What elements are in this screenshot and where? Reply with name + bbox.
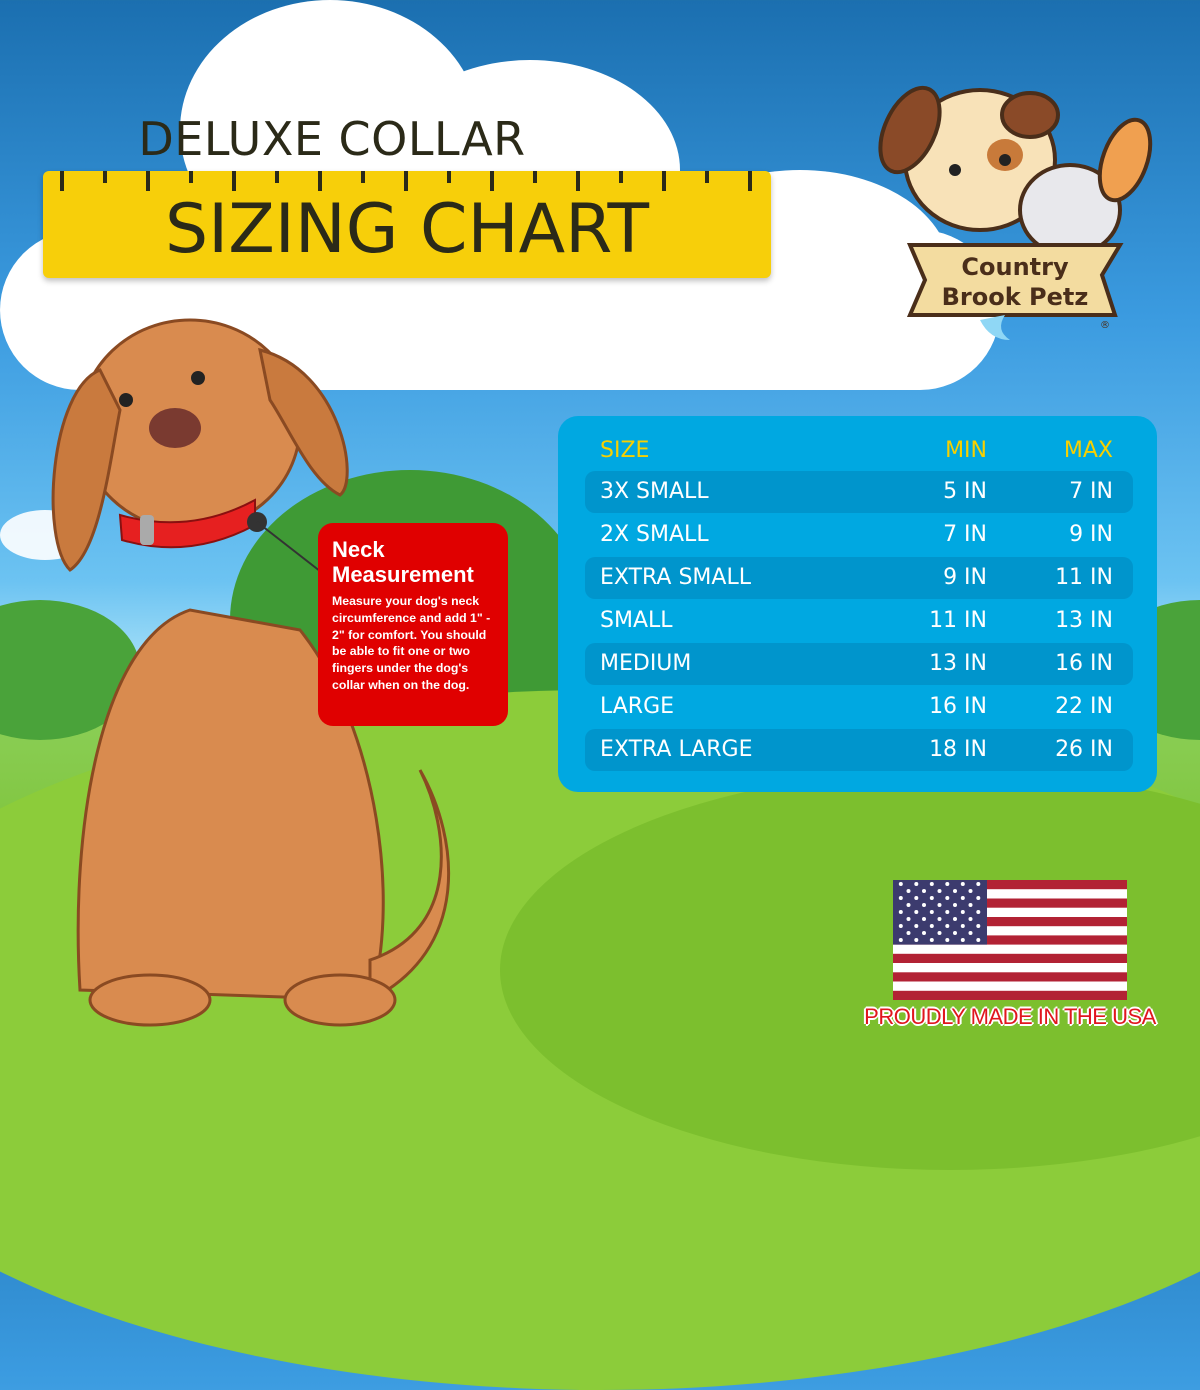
flag-star <box>922 917 926 921</box>
header-min: MIN <box>945 438 987 463</box>
flag-star <box>898 910 903 914</box>
flag-star <box>922 903 926 907</box>
flag-star <box>906 903 911 907</box>
flag-star <box>960 896 965 900</box>
flag-star <box>937 931 942 935</box>
flag-star <box>914 896 919 900</box>
flag-star <box>976 938 981 942</box>
ruler-banner <box>43 171 771 278</box>
flag-star <box>898 882 903 886</box>
flag-star <box>937 917 942 921</box>
max-cell: 9 IN <box>1069 522 1113 547</box>
flag-star <box>906 931 911 935</box>
min-cell: 16 IN <box>929 694 987 719</box>
header-subtitle: DELUXE COLLAR <box>138 112 526 166</box>
header-max: MAX <box>1063 438 1113 463</box>
flag-star <box>914 910 919 914</box>
max-cell: 11 IN <box>1055 565 1113 590</box>
flag-star <box>914 882 919 886</box>
flag-star <box>945 938 950 942</box>
country-brook-petz-logo: Country Brook Petz ® <box>878 85 1153 340</box>
flag-star <box>898 924 903 928</box>
max-cell: 7 IN <box>1069 479 1113 504</box>
flag-star <box>906 917 911 921</box>
flag-star <box>945 896 950 900</box>
size-cell: EXTRA SMALL <box>600 565 751 590</box>
flag-star <box>898 938 903 942</box>
flag-star <box>976 910 981 914</box>
table-row: EXTRA SMALL 9 IN 11 IN <box>585 557 1133 599</box>
max-cell: 16 IN <box>1055 651 1113 676</box>
table-row: EXTRA LARGE 18 IN 26 IN <box>585 729 1133 771</box>
table-row: SMALL 11 IN 13 IN <box>585 600 1133 642</box>
max-cell: 26 IN <box>1055 737 1113 762</box>
flag-star <box>953 903 957 907</box>
flag-star <box>929 924 934 928</box>
made-in-usa-label: PROUDLY MADE IN THE USA <box>864 1004 1156 1029</box>
flag-star <box>968 889 973 893</box>
flag-star <box>968 931 973 935</box>
table-row: 3X SMALL 5 IN 7 IN <box>585 471 1133 513</box>
flag-star <box>929 882 934 886</box>
flag-star <box>953 931 957 935</box>
table-row: MEDIUM 13 IN 16 IN <box>585 643 1133 685</box>
neck-measurement-callout: Neck Measurement Measure your dog's neck… <box>318 523 508 726</box>
neck-title-line2: Measurement <box>332 562 474 587</box>
flag-star <box>914 924 919 928</box>
neck-title-line1: Neck <box>332 537 385 562</box>
flag-star <box>976 924 981 928</box>
svg-text:®: ® <box>1100 320 1110 331</box>
svg-text:Brook Petz: Brook Petz <box>942 283 1089 311</box>
flag-star <box>914 938 919 942</box>
size-cell: SMALL <box>600 608 673 633</box>
flag-star <box>906 889 911 893</box>
flag-star <box>937 903 942 907</box>
neck-instructions: Measure your dog's neck circumference an… <box>332 594 491 692</box>
min-cell: 5 IN <box>943 479 987 504</box>
flag-star <box>945 924 950 928</box>
page-title: SIZING CHART <box>164 190 649 269</box>
header-size: SIZE <box>600 438 650 463</box>
flag-star <box>922 931 926 935</box>
flag-star <box>960 882 965 886</box>
flag-star <box>976 882 981 886</box>
max-cell: 22 IN <box>1055 694 1113 719</box>
size-cell: 2X SMALL <box>600 522 709 547</box>
flag-star <box>945 910 950 914</box>
size-table: SIZE MIN MAX 3X SMALL 5 IN 7 IN 2X SMALL… <box>558 416 1157 792</box>
svg-text:Country: Country <box>961 253 1069 281</box>
min-cell: 9 IN <box>943 565 987 590</box>
flag-star <box>929 910 934 914</box>
flag-star <box>960 938 965 942</box>
flag-star <box>898 896 903 900</box>
flag-star <box>960 910 965 914</box>
flag-star <box>922 889 926 893</box>
size-cell: 3X SMALL <box>600 479 709 504</box>
max-cell: 13 IN <box>1055 608 1113 633</box>
min-cell: 18 IN <box>929 737 987 762</box>
flag-star <box>937 889 942 893</box>
flag-star <box>945 882 950 886</box>
flag-star <box>976 896 981 900</box>
us-flag-icon <box>893 880 1127 1000</box>
flag-star <box>953 917 957 921</box>
flag-star <box>968 917 973 921</box>
min-cell: 7 IN <box>943 522 987 547</box>
size-cell: LARGE <box>600 694 675 719</box>
table-header: SIZE MIN MAX <box>585 430 1133 472</box>
flag-star <box>929 938 934 942</box>
size-cell: MEDIUM <box>600 651 692 676</box>
table-row: LARGE 16 IN 22 IN <box>585 686 1133 728</box>
flag-star <box>960 924 965 928</box>
min-cell: 13 IN <box>929 651 987 676</box>
table-row: 2X SMALL 7 IN 9 IN <box>585 514 1133 556</box>
dog-illustration <box>51 318 451 1027</box>
flag-star <box>968 903 973 907</box>
neck-title: Neck Measurement <box>332 537 498 587</box>
size-cell: EXTRA LARGE <box>600 737 753 762</box>
flag-star <box>953 889 957 893</box>
min-cell: 11 IN <box>929 608 987 633</box>
flag-star <box>929 896 934 900</box>
